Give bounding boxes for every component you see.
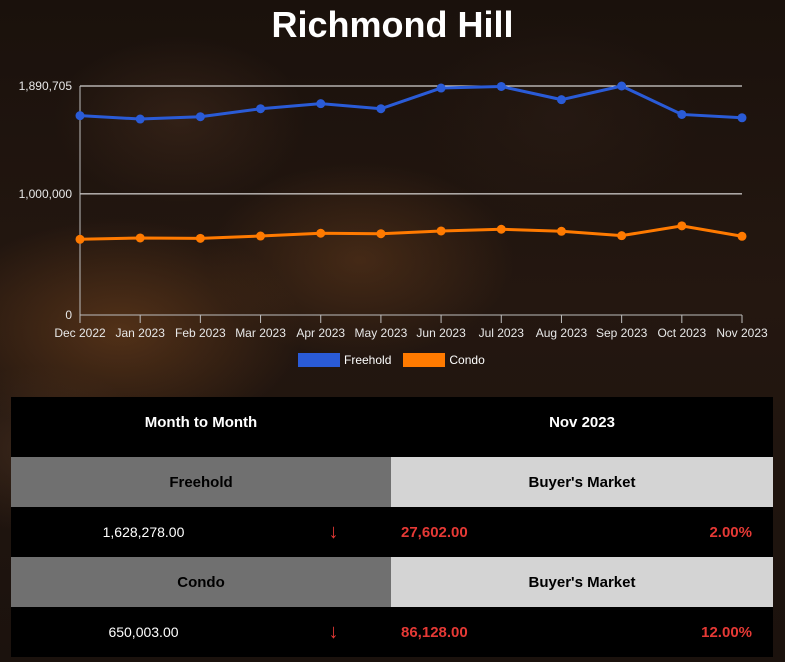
x-tick-label: Jan 2023	[115, 326, 165, 340]
data-point	[677, 221, 687, 231]
header-month-to-month: Month to Month	[144, 413, 258, 431]
data-point	[135, 114, 145, 124]
condo-percent: 12.00%	[701, 623, 752, 641]
x-tick-label: Nov 2023	[716, 326, 768, 340]
legend-swatch-condo	[403, 353, 446, 367]
freehold-values-row: 1,628,278.00 ↓ 27,602.00 2.00%	[11, 507, 773, 557]
data-point	[496, 224, 506, 234]
price-line-chart: 0 1,000,000 1,890,705 Dec 2022 Jan 2023 Feb 2…	[19, 79, 768, 340]
legend-swatch-freehold	[298, 353, 340, 367]
condo-values-row: 650,003.00 ↓ 86,128.00 12.00%	[11, 607, 773, 657]
data-point	[556, 95, 566, 105]
data-point	[737, 113, 747, 123]
x-tick-label: Feb 2023	[175, 326, 226, 340]
data-point	[135, 233, 145, 243]
series-line	[79, 84, 743, 121]
arrow-down-icon: ↓	[328, 620, 339, 643]
x-tick-label: May 2023	[355, 326, 408, 340]
data-point	[737, 231, 747, 241]
x-tick-label: Jul 2023	[479, 326, 525, 340]
x-tick-label: Oct 2023	[657, 326, 706, 340]
freehold-percent: 2.00%	[709, 523, 752, 541]
legend-label-condo: Condo	[449, 353, 485, 367]
data-point	[496, 81, 506, 91]
market-summary-table: Month to Month Nov 2023 Freehold Buyer's…	[11, 397, 773, 657]
page-title: Richmond Hill	[271, 4, 514, 45]
series-line	[79, 224, 743, 241]
data-point	[195, 112, 205, 122]
condo-type-label: Condo	[11, 557, 391, 607]
condo-price: 650,003.00	[108, 624, 179, 640]
data-point	[256, 231, 266, 241]
data-point	[617, 231, 627, 241]
header-period: Nov 2023	[549, 413, 615, 431]
condo-label-row: Condo Buyer's Market	[11, 557, 773, 607]
freehold-price: 1,628,278.00	[102, 524, 185, 540]
data-point	[617, 81, 627, 91]
data-point	[75, 111, 85, 121]
data-point	[556, 226, 566, 236]
x-tick-label: Jun 2023	[416, 326, 466, 340]
data-point	[256, 104, 266, 114]
data-point	[436, 226, 446, 236]
legend-label-freehold: Freehold	[344, 353, 392, 367]
freehold-market-status: Buyer's Market	[391, 457, 773, 507]
freehold-type-label: Freehold	[11, 457, 391, 507]
x-tick-label: Apr 2023	[296, 326, 345, 340]
data-point	[677, 109, 687, 119]
y-tick-label: 1,890,705	[19, 79, 73, 93]
data-point	[376, 104, 386, 114]
data-point	[195, 233, 205, 243]
x-tick-label: Mar 2023	[235, 326, 286, 340]
x-tick-label: Aug 2023	[536, 326, 588, 340]
table-header-row: Month to Month Nov 2023	[11, 397, 773, 447]
data-point	[376, 229, 386, 239]
data-point	[436, 83, 446, 93]
y-tick-label: 0	[65, 308, 72, 322]
condo-market-status: Buyer's Market	[391, 557, 773, 607]
x-tick-label: Sep 2023	[596, 326, 648, 340]
freehold-label-row: Freehold Buyer's Market	[11, 457, 773, 507]
freehold-change: 27,602.00	[401, 523, 468, 541]
chart-legend: Freehold Condo	[298, 353, 493, 367]
data-point	[75, 234, 85, 244]
arrow-down-icon: ↓	[328, 520, 339, 543]
y-tick-label: 1,000,000	[19, 187, 73, 201]
data-point	[316, 99, 326, 109]
x-tick-label: Dec 2022	[54, 326, 106, 340]
data-point	[316, 228, 326, 238]
condo-change: 86,128.00	[401, 623, 468, 641]
